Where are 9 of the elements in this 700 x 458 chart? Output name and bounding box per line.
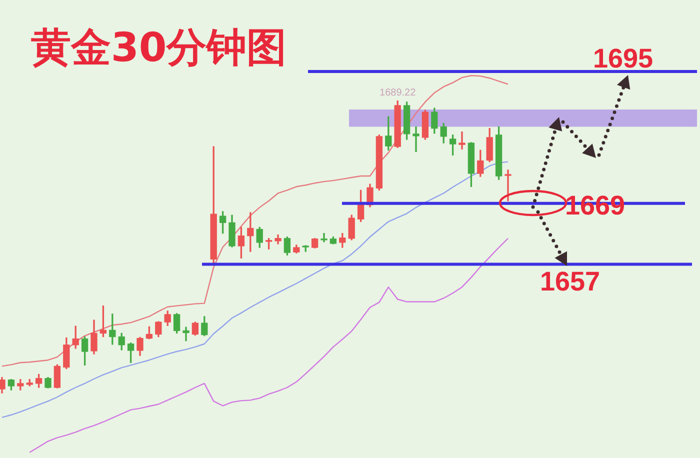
candlestick (182, 326, 190, 342)
ref-line-label: 1695 (593, 44, 654, 74)
annotation: 1689.22 (380, 88, 416, 99)
text: 黄金30分钟图 (31, 24, 287, 72)
candlestick (412, 126, 420, 152)
ref-line-label: 1657 (540, 266, 600, 296)
candlestick (504, 170, 512, 202)
candlestick (458, 132, 466, 150)
candlestick (320, 232, 328, 242)
